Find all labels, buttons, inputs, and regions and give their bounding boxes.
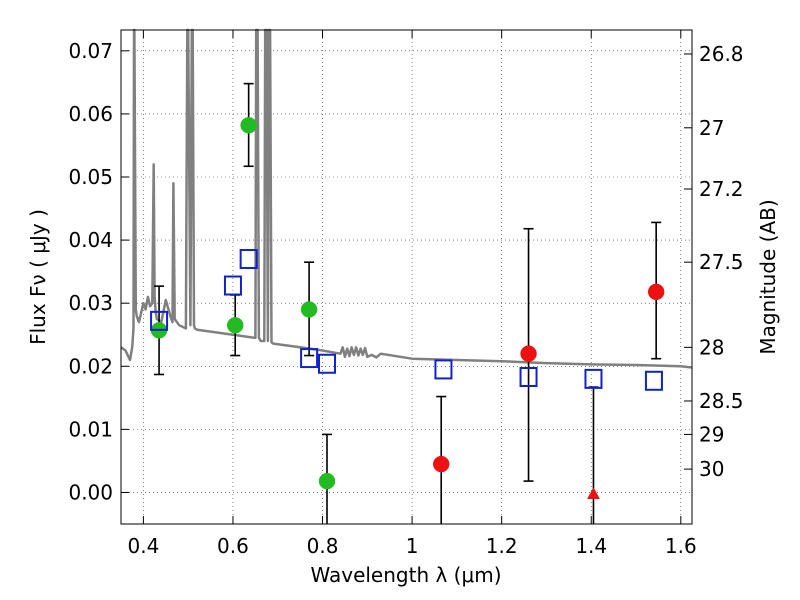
- marker-layer: [150, 117, 665, 499]
- x-axis-label: Wavelength λ (μm): [310, 563, 501, 587]
- data-point: [432, 455, 450, 473]
- model-photometry-point: [239, 249, 258, 270]
- y-tick-label: 0.00: [68, 480, 113, 504]
- x-tick-label: 1.6: [665, 534, 697, 558]
- y-tick-label: 0.01: [68, 417, 113, 441]
- y-tick-label: 0.02: [68, 354, 113, 378]
- spectrum-layer: [120, 28, 693, 369]
- y2-axis-label: Magnitude (AB): [756, 199, 780, 354]
- model-photometry-point: [150, 310, 169, 331]
- model-photometry-point: [644, 370, 663, 391]
- data-point: [226, 317, 244, 334]
- x-tick-label: 0.6: [217, 534, 249, 558]
- data-point: [300, 301, 318, 318]
- upper-limit-marker: [587, 487, 600, 499]
- y2-tick-label: 27.5: [699, 250, 744, 274]
- y2-axis-ticks: 26.8 27 27.2 27.5 28 28.5 29 30: [684, 42, 744, 481]
- y2-tick-label: 29: [699, 422, 724, 446]
- x-tick-label: 1.4: [575, 534, 607, 558]
- y2-tick-label: 28: [699, 335, 724, 359]
- x-tick-label: 1: [406, 534, 419, 558]
- x-tick-label: 0.8: [307, 534, 339, 558]
- data-point: [520, 345, 537, 362]
- y-tick-label: 0.06: [68, 102, 113, 126]
- model-photometry-point: [519, 366, 538, 387]
- model-photometry-point: [434, 359, 453, 380]
- data-point: [240, 117, 257, 134]
- y-axis-label: Flux Fν ( μJy ): [26, 209, 50, 345]
- y-tick-label: 0.07: [68, 39, 113, 63]
- grid-layer: [121, 30, 692, 524]
- y2-tick-label: 26.8: [699, 42, 744, 66]
- y2-tick-label: 30: [699, 457, 724, 481]
- model-photometry-point: [223, 275, 242, 296]
- plot-frame: [120, 29, 693, 525]
- y-tick-label: 0.05: [68, 165, 113, 189]
- model-photometry-point: [318, 353, 337, 374]
- y-tick-label: 0.03: [68, 291, 113, 315]
- model-photometry-point: [300, 348, 319, 369]
- y2-tick-label: 28.5: [699, 389, 744, 413]
- model-spectrum-line: [120, 28, 693, 369]
- x-tick-label: 0.4: [127, 534, 159, 558]
- y-axis-ticks: 0.00 0.01 0.02 0.03 0.04 0.05 0.06 0.07: [68, 39, 129, 504]
- errorbar-layer: [154, 82, 662, 524]
- x-axis-ticks: 0.4 0.6 0.8 1 1.2 1.4 1.6: [127, 30, 697, 558]
- data-point: [318, 472, 336, 490]
- y2-tick-label: 27: [699, 116, 724, 140]
- y-tick-label: 0.04: [68, 228, 113, 252]
- model-photometry-point: [584, 368, 603, 389]
- data-point: [647, 283, 665, 301]
- x-tick-label: 1.2: [486, 534, 518, 558]
- y2-tick-label: 27.2: [699, 177, 744, 201]
